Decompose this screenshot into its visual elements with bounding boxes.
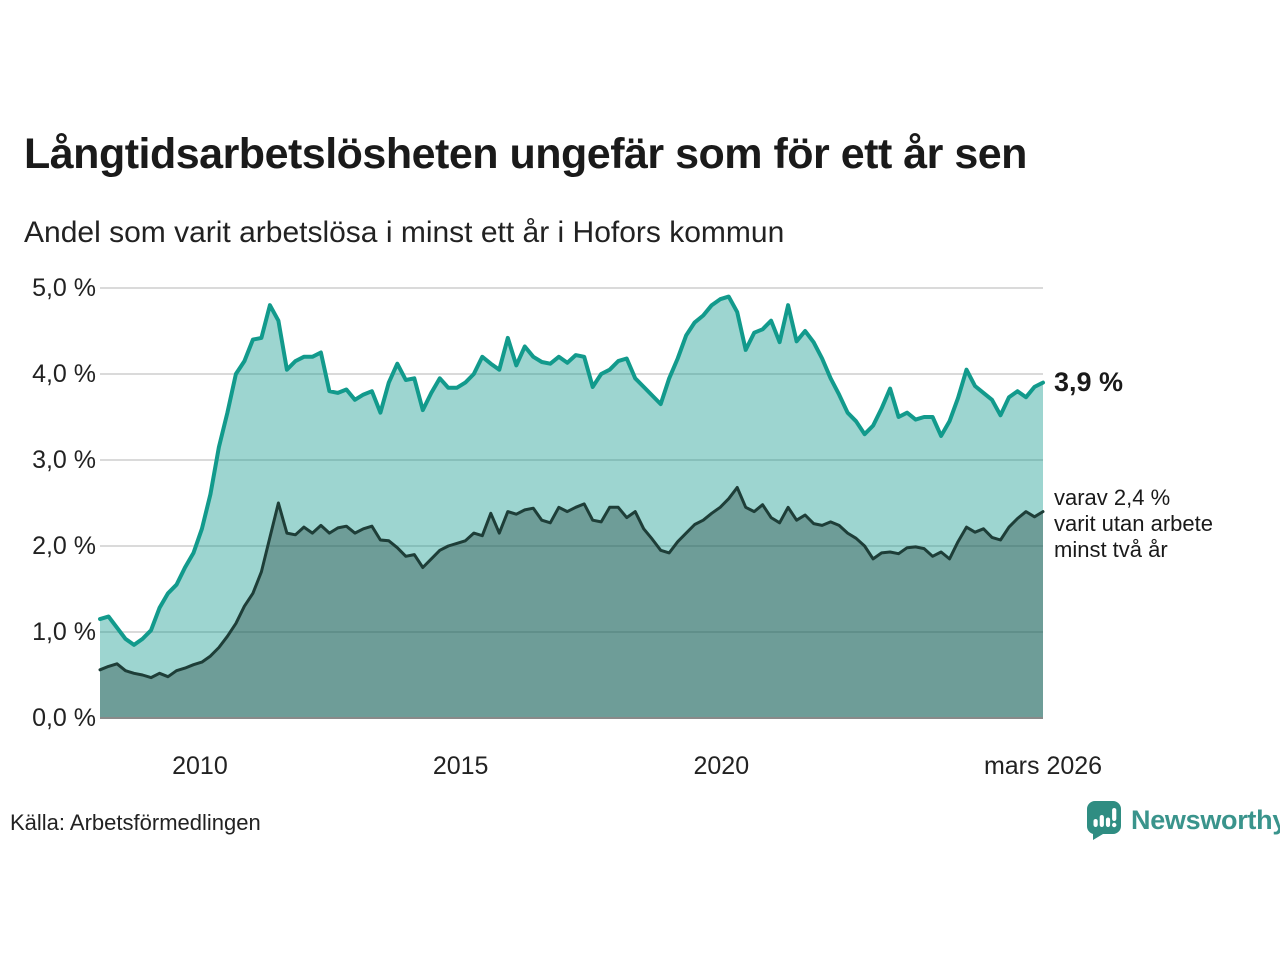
y-tick-2,0 %: 2,0 % [32,532,96,560]
two-year-note: varav 2,4 % varit utan arbete minst två … [1054,485,1213,563]
x-tick-2010: 2010 [172,752,228,780]
y-tick-0,0 %: 0,0 % [32,704,96,732]
latest-value-label: 3,9 % [1054,367,1124,397]
two-year-note-line-3: minst två år [1054,537,1168,562]
line-series-1 [98,486,1045,680]
y-tick-3,0 %: 3,0 % [32,446,96,474]
y-tick-4,0 %: 4,0 % [32,360,96,388]
page-title: Långtidsarbetslösheten ungefär som för e… [24,130,1027,178]
newsworthy-bubble-barchart-icon [1086,801,1121,840]
newsworthy-branding: Newsworthy [1086,800,1280,840]
x-tick-2015: 2015 [432,752,489,780]
x-tick-mars 2026: mars 2026 [983,752,1103,780]
y-tick-5,0 %: 5,0 % [32,274,96,302]
two-year-note-line-1: varav 2,4 % [1054,485,1171,510]
area-series-0 [100,296,1043,718]
y-tick-1,0 %: 1,0 % [32,618,96,646]
chart-subtitle: Andel som varit arbetslösa i minst ett å… [24,216,785,249]
line-series-0 [98,294,1045,647]
area-series-1 [100,487,1043,718]
two-year-note-line-2: varit utan arbete [1054,511,1213,536]
source-attribution: Källa: Arbetsförmedlingen [10,810,261,835]
x-tick-2020: 2020 [693,752,750,780]
newsworthy-wordmark: Newsworthy [1131,804,1280,835]
